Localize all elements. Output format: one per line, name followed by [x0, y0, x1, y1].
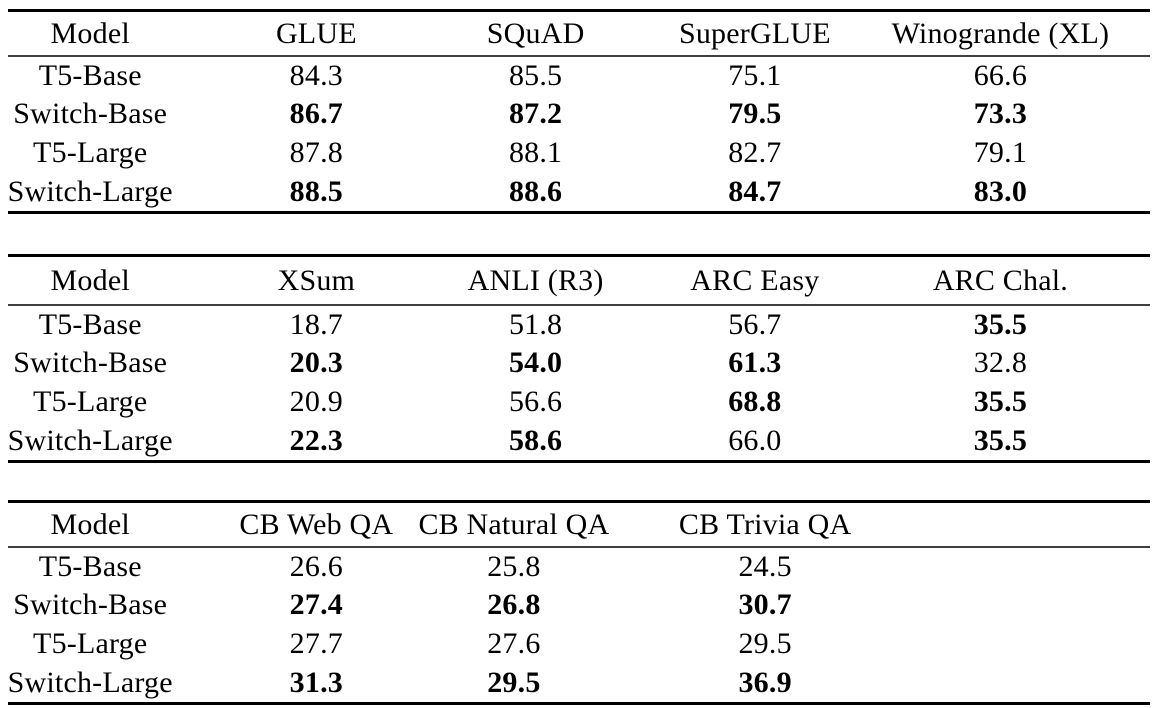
table-row: Switch-Base 27.4 26.8 30.7 — [8, 586, 1150, 625]
value-cell: 24.5 — [738, 549, 792, 583]
header-cell: ARC Chal. — [932, 263, 1068, 297]
header-rule — [8, 304, 1150, 306]
value-cell: 30.7 — [738, 588, 792, 622]
value-cell: 88.1 — [508, 135, 563, 169]
value-cell: 27.7 — [289, 626, 343, 660]
value-cell: 58.6 — [508, 423, 563, 457]
header-cell: XSum — [277, 263, 356, 297]
table-row: T5-Large 87.8 88.1 82.7 79.1 — [8, 134, 1150, 173]
table-bottom-rule — [8, 210, 1150, 214]
value-cell: 66.6 — [973, 58, 1028, 92]
header-cell: Winogrande (XL) — [891, 16, 1110, 50]
model-cell: Switch-Base — [13, 588, 168, 622]
table-row: Switch-Base 86.7 87.2 79.5 73.3 — [8, 95, 1150, 134]
value-cell: 73.3 — [973, 97, 1028, 131]
header-cell: CB Trivia QA — [678, 507, 852, 541]
table-header-row: Model XSum ANLI (R3) ARC Easy ARC Chal. — [8, 257, 1150, 304]
value-cell: 32.8 — [973, 346, 1028, 380]
benchmark-table-closed-book-qa: Model CB Web QA CB Natural QA CB Trivia QA T… — [8, 500, 1150, 705]
table-top-rule — [8, 500, 1150, 503]
value-cell: 35.5 — [973, 307, 1028, 341]
value-cell: 22.3 — [289, 423, 343, 457]
value-cell: 86.7 — [289, 97, 343, 131]
value-cell: 27.4 — [289, 588, 343, 622]
header-cell: SQuAD — [486, 16, 585, 50]
table-bottom-rule — [8, 459, 1150, 463]
benchmark-table-glue-squad: Model GLUE SQuAD SuperGLUE Winogrande (XL) T5… — [8, 9, 1150, 214]
value-cell: 82.7 — [728, 135, 782, 169]
value-cell: 26.6 — [289, 549, 343, 583]
value-cell: 36.9 — [738, 665, 792, 699]
value-cell: 27.6 — [487, 626, 541, 660]
value-cell: 20.9 — [289, 384, 343, 418]
table-row: T5-Base 18.7 51.8 56.7 35.5 — [8, 306, 1150, 345]
value-cell: 56.7 — [728, 307, 782, 341]
model-cell: Switch-Base — [13, 97, 168, 131]
value-cell: 79.1 — [973, 135, 1028, 169]
header-cell: ANLI (R3) — [467, 263, 604, 297]
value-cell: 61.3 — [728, 346, 782, 380]
value-cell: 84.3 — [289, 58, 343, 92]
header-cell: CB Natural QA — [418, 507, 610, 541]
header-cell: SuperGLUE — [678, 16, 831, 50]
value-cell: 66.0 — [728, 423, 782, 457]
header-rule — [8, 546, 1150, 548]
header-cell: ARC Easy — [690, 263, 820, 297]
value-cell: 79.5 — [728, 97, 782, 131]
value-cell: 68.8 — [728, 384, 782, 418]
table-row: T5-Large 27.7 27.6 29.5 — [8, 625, 1150, 664]
model-cell: T5-Large — [33, 135, 148, 169]
table-top-rule — [8, 9, 1150, 12]
value-cell: 54.0 — [508, 346, 563, 380]
model-cell: T5-Base — [38, 58, 142, 92]
header-cell: Model — [50, 507, 130, 541]
value-cell: 31.3 — [289, 665, 343, 699]
table-row: T5-Large 20.9 56.6 68.8 35.5 — [8, 383, 1150, 422]
header-cell: Model — [50, 263, 130, 297]
table-row: T5-Base 84.3 85.5 75.1 66.6 — [8, 57, 1150, 96]
table-row: T5-Base 26.6 25.8 24.5 — [8, 548, 1150, 587]
model-cell: T5-Large — [33, 384, 148, 418]
header-cell: CB Web QA — [239, 507, 394, 541]
value-cell: 87.2 — [508, 97, 563, 131]
value-cell: 84.7 — [728, 174, 782, 208]
value-cell: 51.8 — [508, 307, 563, 341]
table-row: Switch-Large 88.5 88.6 84.7 83.0 — [8, 172, 1150, 211]
table-bottom-rule — [8, 701, 1150, 705]
header-cell: GLUE — [275, 16, 357, 50]
table-row: Switch-Large 31.3 29.5 36.9 — [8, 663, 1150, 702]
value-cell: 87.8 — [289, 135, 343, 169]
value-cell: 83.0 — [973, 174, 1028, 208]
header-rule — [8, 55, 1150, 57]
model-cell: T5-Large — [33, 626, 148, 660]
value-cell: 35.5 — [973, 423, 1028, 457]
model-cell: T5-Base — [38, 549, 142, 583]
value-cell: 88.6 — [508, 174, 563, 208]
model-cell: T5-Base — [38, 307, 142, 341]
value-cell: 25.8 — [487, 549, 541, 583]
value-cell: 18.7 — [289, 307, 343, 341]
model-cell: Switch-Base — [13, 346, 168, 380]
model-cell: Switch-Large — [7, 174, 173, 208]
value-cell: 29.5 — [487, 665, 541, 699]
value-cell: 35.5 — [973, 384, 1028, 418]
value-cell: 56.6 — [508, 384, 563, 418]
table-header-row: Model CB Web QA CB Natural QA CB Trivia QA — [8, 503, 1150, 546]
benchmark-table-xsum-anli-arc: Model XSum ANLI (R3) ARC Easy ARC Chal. T5-Ba… — [8, 254, 1150, 463]
header-cell: Model — [50, 16, 130, 50]
table-row: Switch-Base 20.3 54.0 61.3 32.8 — [8, 344, 1150, 383]
value-cell: 20.3 — [289, 346, 343, 380]
model-cell: Switch-Large — [7, 423, 173, 457]
model-cell: Switch-Large — [7, 665, 173, 699]
value-cell: 26.8 — [487, 588, 541, 622]
value-cell: 29.5 — [738, 626, 792, 660]
table-top-rule — [8, 254, 1150, 257]
value-cell: 88.5 — [289, 174, 343, 208]
value-cell: 75.1 — [728, 58, 782, 92]
value-cell: 85.5 — [508, 58, 563, 92]
table-row: Switch-Large 22.3 58.6 66.0 35.5 — [8, 421, 1150, 460]
table-header-row: Model GLUE SQuAD SuperGLUE Winogrande (XL) — [8, 12, 1150, 55]
